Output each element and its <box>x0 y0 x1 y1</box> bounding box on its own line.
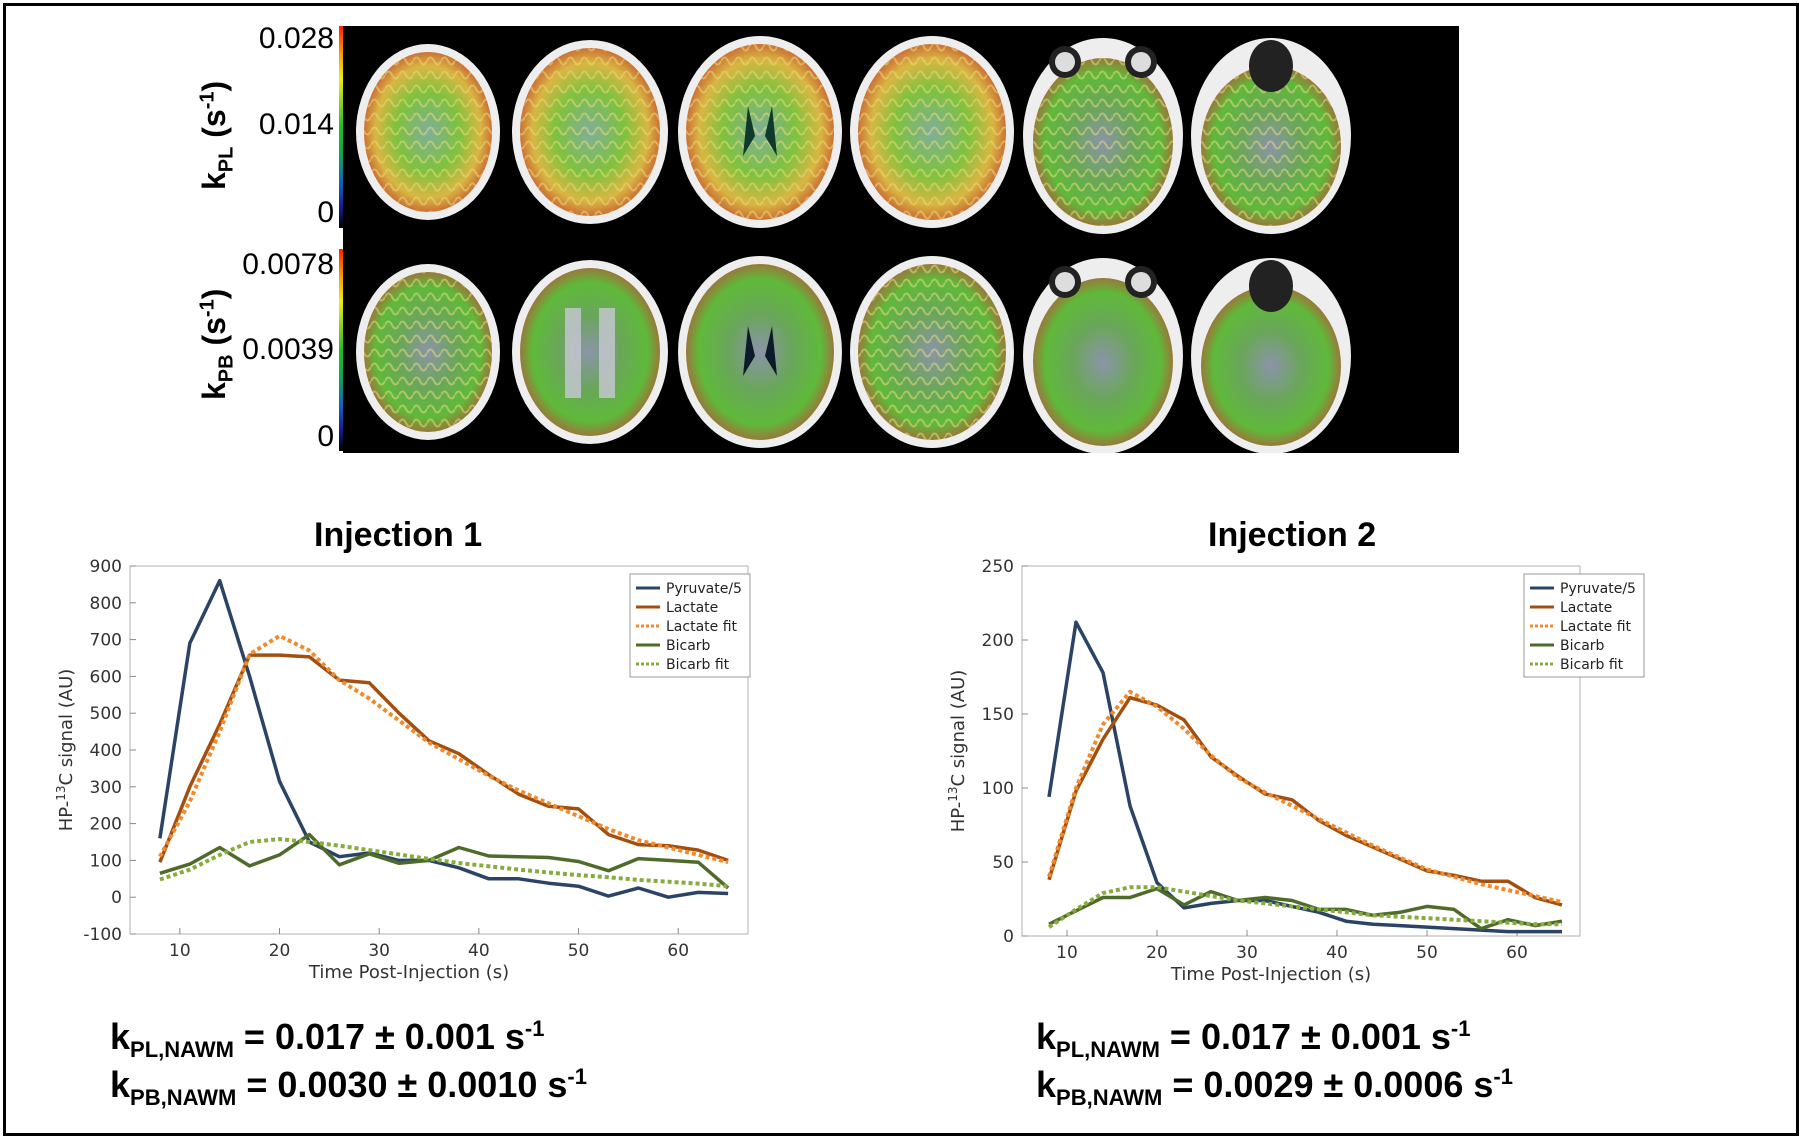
y-tick-label: 100 <box>982 779 1014 799</box>
kpl-tick-max: 0.028 <box>258 22 334 55</box>
y-tick-label: 700 <box>90 631 122 651</box>
y-axis-label: HP-13C signal (AU) <box>946 670 969 833</box>
injection-1-kpl-value: kPL,NAWM = 0.017 ± 0.001 s-1 <box>110 1016 545 1063</box>
legend-label: Lactate <box>1560 600 1612 616</box>
injection-1-kpb-value: kPB,NAWM = 0.0030 ± 0.0010 s-1 <box>110 1064 587 1111</box>
kpl-tick-mid: 0.014 <box>258 108 334 141</box>
y-tick-label: 250 <box>982 557 1014 577</box>
y-tick-label: 150 <box>982 705 1014 725</box>
series-line-pyruvate-5 <box>158 578 729 899</box>
series-line-bicarb-fit <box>1047 885 1562 929</box>
y-tick-label: 500 <box>90 704 122 724</box>
y-tick-label: -100 <box>83 925 122 945</box>
kpl-row-label: kPL (s-1) <box>196 80 238 190</box>
series-line-bicarb-fit <box>159 837 729 889</box>
legend-label: Lactate fit <box>666 619 738 635</box>
series-line-lactate <box>1047 695 1563 907</box>
y-axis-label: HP-13C signal (AU) <box>54 669 77 832</box>
y-tick-label: 50 <box>992 853 1014 873</box>
legend: Pyruvate/5 Lactate Lactate fit Bicarb Bicarb… <box>629 573 751 678</box>
legend-label: Bicarb <box>1560 638 1605 654</box>
kpb-row-label: kPB (s-1) <box>196 288 238 400</box>
y-tick-label: 0 <box>111 888 122 908</box>
kpl-tick-min: 0 <box>317 196 334 229</box>
series-line-bicarb <box>1048 886 1563 931</box>
legend-box <box>629 573 751 678</box>
legend-label: Bicarb <box>666 638 711 654</box>
series-line-lactate-fit <box>158 633 729 865</box>
injection-2-line-chart: 0 50 100 150 200 250 10 20 30 40 50 60 Time Post-Inj… <box>946 557 1645 985</box>
x-tick-label: 20 <box>269 941 291 961</box>
legend-label: Pyruvate/5 <box>666 581 742 597</box>
legend-box <box>1523 573 1645 678</box>
y-tick-label: 300 <box>90 778 122 798</box>
figure-frame <box>3 3 1799 1136</box>
legend-label: Bicarb fit <box>666 657 730 673</box>
y-tick-label: 0 <box>1003 927 1014 947</box>
x-tick-label: 40 <box>468 941 490 961</box>
brain-map-image <box>356 36 1351 454</box>
y-tick-label: 900 <box>90 557 122 577</box>
kpl-brain-slices <box>356 36 1351 234</box>
kpb-tick-max: 0.0078 <box>242 248 334 281</box>
plot-area <box>1021 565 1581 937</box>
injection-1-line-chart: -100 0 100 200 300 400 500 600 700 800 900 10 20 30 40… <box>54 557 751 983</box>
legend: Pyruvate/5 Lactate Lactate fit Bicarb Bicarb… <box>1523 573 1645 678</box>
kpb-tick-mid: 0.0039 <box>242 333 334 366</box>
x-tick-label: 40 <box>1326 943 1348 963</box>
x-tick-label: 20 <box>1146 943 1168 963</box>
x-tick-label: 50 <box>568 941 590 961</box>
x-tick-label: 30 <box>368 941 390 961</box>
y-tick-label: 800 <box>90 594 122 614</box>
x-tick-label: 30 <box>1236 943 1258 963</box>
brain-map-strip <box>343 26 1459 454</box>
x-tick-label: 10 <box>1056 943 1078 963</box>
chart-title-injection-1: Injection 1 <box>314 516 483 554</box>
legend-label: Lactate fit <box>1560 619 1632 635</box>
legend-label: Bicarb fit <box>1560 657 1624 673</box>
chart-title-injection-2: Injection 2 <box>1208 516 1377 554</box>
y-tick-label: 400 <box>90 741 122 761</box>
x-tick-label: 10 <box>169 941 191 961</box>
series-line-lactate <box>158 653 729 863</box>
y-tick-label: 600 <box>90 667 122 687</box>
legend-label: Lactate <box>666 600 718 616</box>
series-line-bicarb <box>159 832 730 890</box>
y-tick-label: 200 <box>90 815 122 835</box>
x-tick-label: 60 <box>1506 943 1528 963</box>
series-line-lactate-fit <box>1047 689 1563 904</box>
y-tick-label: 100 <box>90 851 122 871</box>
x-tick-label: 60 <box>667 941 689 961</box>
legend-label: Pyruvate/5 <box>1560 581 1636 597</box>
x-tick-label: 50 <box>1416 943 1438 963</box>
y-tick-label: 200 <box>982 631 1014 651</box>
kpb-tick-min: 0 <box>317 420 334 453</box>
kpb-brain-slices <box>356 256 1351 454</box>
injection-2-kpl-value: kPL,NAWM = 0.017 ± 0.001 s-1 <box>1036 1016 1471 1063</box>
injection-2-kpb-value: kPB,NAWM = 0.0029 ± 0.0006 s-1 <box>1036 1064 1513 1111</box>
x-axis-label: Time Post-Injection (s) <box>308 962 509 983</box>
x-axis-label: Time Post-Injection (s) <box>1170 964 1371 985</box>
